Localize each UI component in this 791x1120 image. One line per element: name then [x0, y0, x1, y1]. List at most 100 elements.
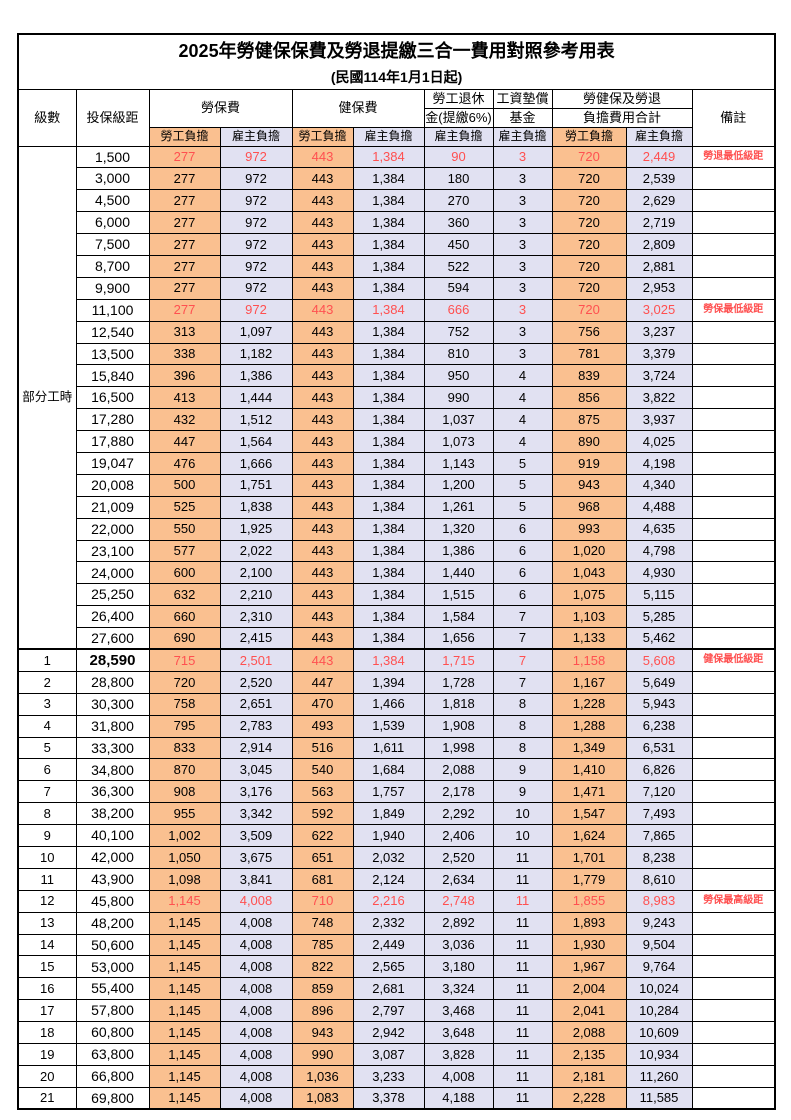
- bracket-cell: 42,000: [75, 846, 150, 869]
- value-cell: 1,855: [551, 889, 627, 913]
- level-cell: 4: [17, 714, 77, 738]
- value-cell: 1,228: [551, 692, 627, 716]
- table-row: 7,500 277 972 443 1,384 450 3 720 2,809: [18, 233, 776, 256]
- value-cell: 2,748: [423, 889, 494, 913]
- bracket-cell: 40,100: [75, 824, 150, 847]
- level-cell: 20: [17, 1064, 77, 1088]
- value-cell: 4,008: [219, 1086, 293, 1110]
- value-cell: 8: [492, 736, 553, 760]
- value-cell: 180: [423, 167, 494, 191]
- bracket-cell: 24,000: [75, 561, 150, 585]
- value-cell: 1,145: [148, 933, 221, 957]
- value-cell: 11,585: [625, 1086, 693, 1110]
- value-cell: 6,826: [625, 758, 693, 782]
- value-cell: 443: [291, 408, 354, 432]
- table-row: 17,880 447 1,564 443 1,384 1,073 4 890 4,025: [18, 430, 776, 453]
- value-cell: 447: [291, 670, 354, 694]
- value-cell: 443: [291, 276, 354, 300]
- remark-cell: [691, 211, 776, 235]
- value-cell: 2,292: [423, 802, 494, 826]
- value-cell: 11: [492, 867, 553, 891]
- table-row: 13 48,200 1,145 4,008 748 2,332 2,892 11 1,893 9,…: [17, 911, 776, 935]
- value-cell: 5: [492, 495, 553, 519]
- table-row: 25,250 632 2,210 443 1,384 1,515 6 1,075 5,115: [18, 583, 776, 607]
- level-cell: 13: [17, 911, 77, 935]
- value-cell: 4,188: [423, 1086, 494, 1110]
- value-cell: 2,809: [625, 233, 693, 256]
- table-row: 3,000 277 972 443 1,384 180 3 720 2,539: [18, 167, 776, 191]
- value-cell: 443: [291, 648, 354, 672]
- remark-cell: 勞退最低級距: [691, 145, 776, 169]
- table-row: 6 34,800 870 3,045 540 1,684 2,088 9 1,410 6,826: [17, 758, 776, 782]
- bracket-cell: 19,047: [75, 451, 150, 475]
- table-row: 9 40,100 1,002 3,509 622 1,940 2,406 10 1,624 7,8…: [17, 824, 776, 847]
- remark-cell: [691, 911, 776, 935]
- value-cell: 4,008: [219, 889, 293, 913]
- value-cell: 4,008: [219, 1021, 293, 1045]
- subheader-health-employer: 雇主負擔: [352, 126, 425, 147]
- value-cell: 443: [291, 211, 354, 235]
- value-cell: 11: [492, 846, 553, 869]
- subheader-total-employer: 雇主負擔: [625, 126, 693, 147]
- value-cell: 785: [291, 933, 354, 957]
- bracket-cell: 28,800: [75, 670, 150, 694]
- value-cell: 1,728: [423, 670, 494, 694]
- value-cell: 1,261: [423, 495, 494, 519]
- value-cell: 896: [291, 999, 354, 1023]
- value-cell: 277: [148, 276, 221, 300]
- value-cell: 720: [551, 298, 627, 322]
- value-cell: 2,088: [423, 758, 494, 782]
- value-cell: 1,083: [291, 1086, 354, 1110]
- bracket-cell: 27,600: [75, 627, 150, 650]
- remark-cell: [691, 583, 776, 607]
- value-cell: 950: [423, 364, 494, 388]
- bracket-cell: 38,200: [75, 802, 150, 826]
- value-cell: 1,320: [423, 517, 494, 541]
- table-row: 9,900 277 972 443 1,384 594 3 720 2,953: [18, 276, 776, 300]
- value-cell: 1,167: [551, 670, 627, 694]
- value-cell: 443: [291, 386, 354, 410]
- value-cell: 2,181: [551, 1064, 627, 1088]
- value-cell: 4: [492, 408, 553, 432]
- value-cell: 1,384: [352, 189, 425, 213]
- value-cell: 4,008: [219, 1043, 293, 1066]
- value-cell: 1,384: [352, 254, 425, 278]
- value-cell: 1,384: [352, 648, 425, 672]
- table-row: 12,540 313 1,097 443 1,384 752 3 756 3,237: [18, 320, 776, 344]
- value-cell: 1,145: [148, 1064, 221, 1088]
- value-cell: 720: [551, 276, 627, 300]
- value-cell: 443: [291, 627, 354, 650]
- level-cell: 1: [17, 648, 77, 672]
- level-cell: 6: [17, 758, 77, 782]
- bracket-cell: 7,500: [75, 233, 150, 256]
- value-cell: 1,547: [551, 802, 627, 826]
- value-cell: 5,943: [625, 692, 693, 716]
- remark-cell: [691, 736, 776, 760]
- value-cell: 2,135: [551, 1043, 627, 1066]
- bracket-cell: 4,500: [75, 189, 150, 213]
- value-cell: 277: [148, 189, 221, 213]
- value-cell: 5,462: [625, 627, 693, 650]
- value-cell: 476: [148, 451, 221, 475]
- level-cell: 12: [17, 889, 77, 913]
- col-header-remark: 備註: [691, 88, 776, 147]
- value-cell: 1,384: [352, 583, 425, 607]
- value-cell: 5: [492, 451, 553, 475]
- value-cell: 413: [148, 386, 221, 410]
- bracket-cell: 57,800: [75, 999, 150, 1023]
- value-cell: 2,004: [551, 977, 627, 1001]
- table-row: 22,000 550 1,925 443 1,384 1,320 6 993 4,635: [18, 517, 776, 541]
- value-cell: 660: [148, 605, 221, 629]
- table-row: 17,280 432 1,512 443 1,384 1,037 4 875 3,937: [18, 408, 776, 432]
- value-cell: 943: [291, 1021, 354, 1045]
- level-cell: 19: [17, 1043, 77, 1066]
- value-cell: 7: [492, 627, 553, 650]
- part-time-cell: 部分工時: [17, 145, 77, 650]
- remark-cell: [691, 495, 776, 519]
- remark-cell: [691, 254, 776, 278]
- table-row: 16 55,400 1,145 4,008 859 2,681 3,324 11 2,004 10…: [17, 977, 776, 1001]
- value-cell: 908: [148, 780, 221, 804]
- level-cell: 14: [17, 933, 77, 957]
- value-cell: 1,288: [551, 714, 627, 738]
